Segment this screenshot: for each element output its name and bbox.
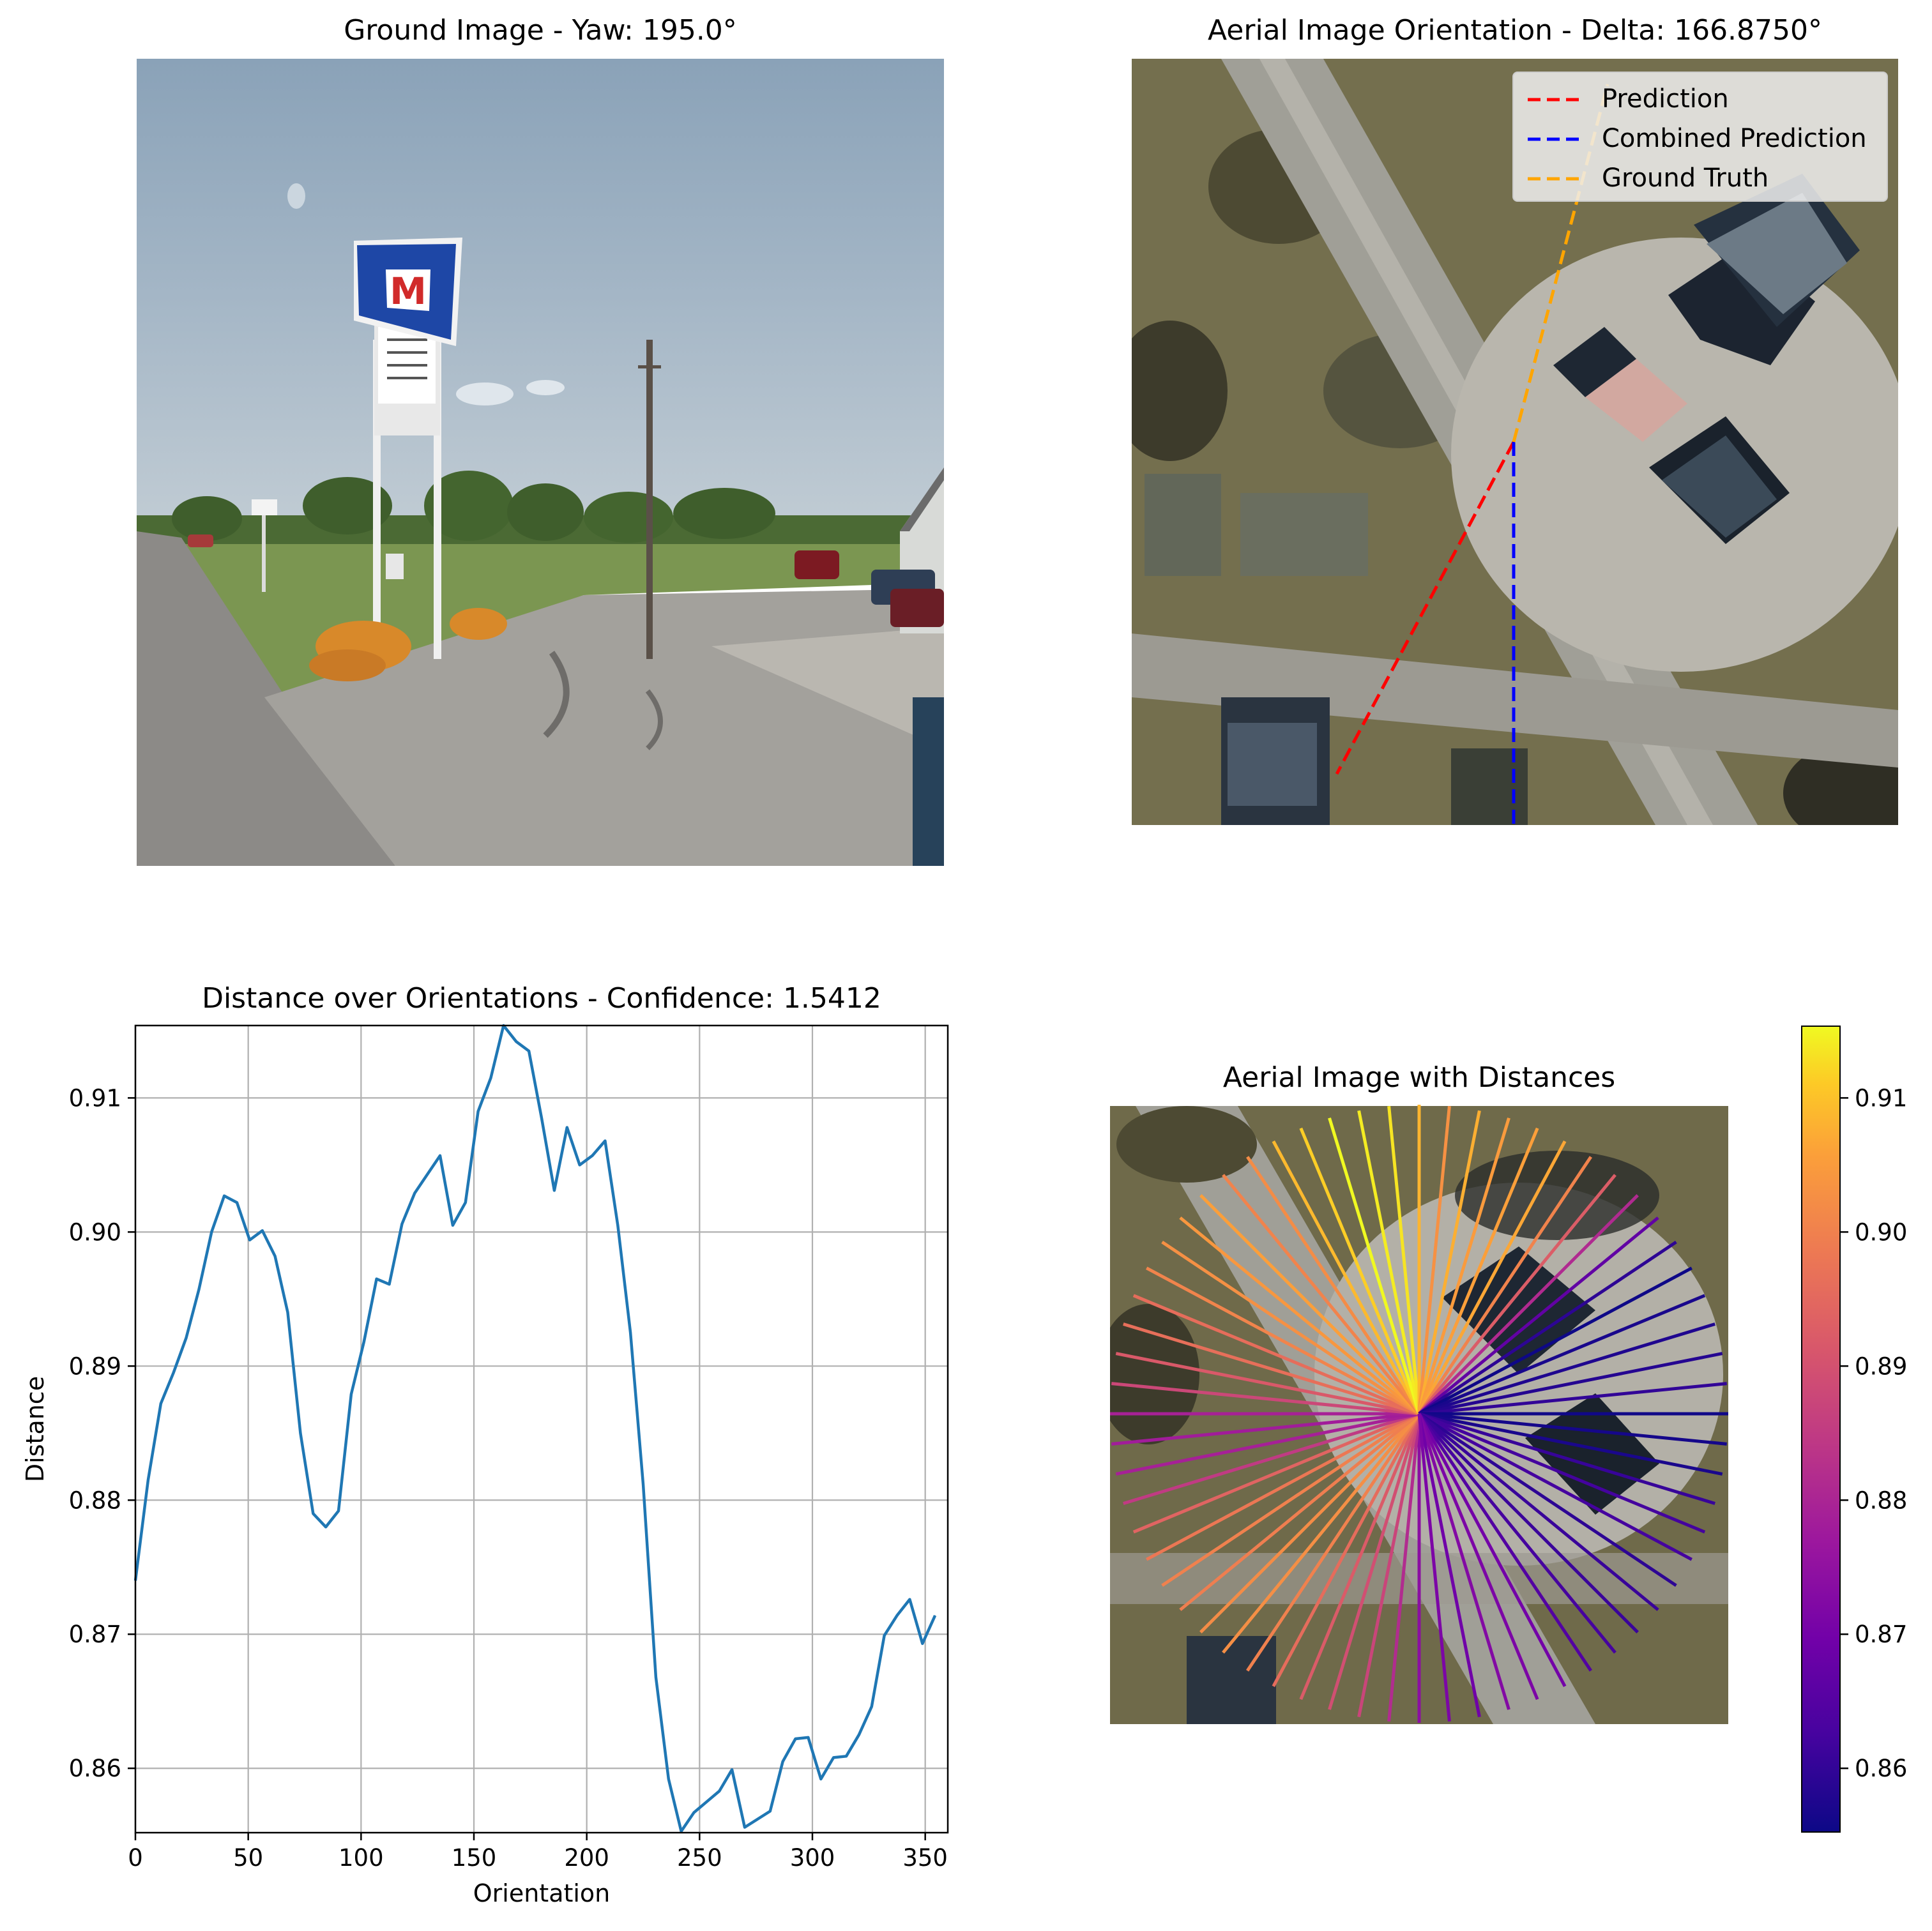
- x-tick-label: 200: [564, 1844, 609, 1872]
- colorbar-tick-label: 0.86: [1855, 1755, 1907, 1782]
- legend-entry-combined-prediction: Combined Prediction: [1525, 121, 1883, 157]
- data-point: [643, 1483, 644, 1485]
- colorbar-tick-label: 0.91: [1855, 1084, 1907, 1112]
- data-point: [833, 1757, 834, 1758]
- data-point: [376, 1278, 377, 1280]
- legend-label-ground-truth: Ground Truth: [1602, 163, 1769, 193]
- y-tick-label: 0.91: [69, 1084, 121, 1112]
- colorbar: [1801, 1026, 1841, 1833]
- y-tick-label: 0.88: [69, 1487, 121, 1514]
- data-point: [934, 1615, 936, 1616]
- legend: Prediction Combined Prediction Ground Tr…: [1512, 72, 1888, 202]
- data-point: [465, 1202, 466, 1203]
- legend-label-combined-prediction: Combined Prediction: [1602, 124, 1867, 153]
- distances-map-image: [1110, 1106, 1728, 1724]
- x-tick-label: 100: [338, 1844, 384, 1872]
- data-point: [515, 1041, 517, 1042]
- x-tick-label: 350: [902, 1844, 948, 1872]
- x-tick-label: 250: [677, 1844, 722, 1872]
- data-point: [668, 1778, 669, 1780]
- x-tick-label: 50: [233, 1844, 263, 1872]
- data-point: [224, 1195, 225, 1197]
- data-point: [731, 1769, 733, 1770]
- y-tick-label: 0.87: [69, 1621, 121, 1648]
- colorbar-tick-label: 0.89: [1855, 1352, 1907, 1380]
- legend-entry-prediction: Prediction: [1525, 82, 1883, 117]
- sky: [137, 59, 944, 531]
- data-point: [884, 1635, 885, 1636]
- data-point: [135, 1580, 136, 1581]
- ground-image-title: Ground Image - Yaw: 195.0°: [344, 14, 737, 47]
- data-point: [427, 1174, 428, 1175]
- data-point: [287, 1312, 288, 1313]
- data-point: [236, 1202, 238, 1203]
- data-point: [807, 1737, 809, 1738]
- legend-label-prediction: Prediction: [1602, 84, 1729, 114]
- data-point: [909, 1599, 910, 1600]
- aerial-orientation-image: Prediction Combined Prediction Ground Tr…: [1132, 59, 1898, 825]
- distance-chart-title: Distance over Orientations - Confidence:…: [202, 982, 881, 1015]
- y-tick-label: 0.89: [69, 1352, 121, 1380]
- data-point: [858, 1734, 860, 1736]
- data-point: [922, 1643, 923, 1644]
- distance-series-line: [133, 1024, 937, 1833]
- y-axis-label: Distance: [21, 1376, 49, 1482]
- colorbar-tick-label: 0.87: [1855, 1621, 1907, 1648]
- colorbar-tick-label: 0.88: [1855, 1487, 1907, 1514]
- ground-image: M: [137, 59, 944, 866]
- data-point: [300, 1432, 301, 1434]
- distances-map-title: Aerial Image with Distances: [1222, 1061, 1616, 1094]
- data-point: [846, 1755, 847, 1757]
- svg-text:M: M: [390, 269, 427, 313]
- colorbar-tick-label: 0.90: [1855, 1218, 1907, 1246]
- aerial-orientation-title: Aerial Image Orientation - Delta: 166.87…: [1207, 14, 1823, 47]
- data-point: [871, 1706, 872, 1708]
- y-tick-label: 0.86: [69, 1755, 121, 1782]
- data-point: [706, 1801, 707, 1803]
- data-point: [439, 1155, 441, 1156]
- prediction-line: [1335, 441, 1516, 775]
- data-point: [173, 1372, 174, 1374]
- data-point: [312, 1513, 314, 1514]
- x-axis-label: Orientation: [473, 1879, 611, 1907]
- x-tick-label: 150: [452, 1844, 497, 1872]
- data-point: [389, 1284, 390, 1285]
- y-tick-label: 0.90: [69, 1218, 121, 1246]
- data-point: [249, 1239, 250, 1241]
- x-tick-label: 0: [128, 1844, 143, 1872]
- legend-entry-ground-truth: Ground Truth: [1525, 161, 1883, 197]
- plot-frame: [134, 1024, 949, 1834]
- data-point: [782, 1761, 784, 1762]
- data-point: [592, 1155, 593, 1156]
- x-tick-label: 300: [790, 1844, 835, 1872]
- data-point: [630, 1332, 631, 1333]
